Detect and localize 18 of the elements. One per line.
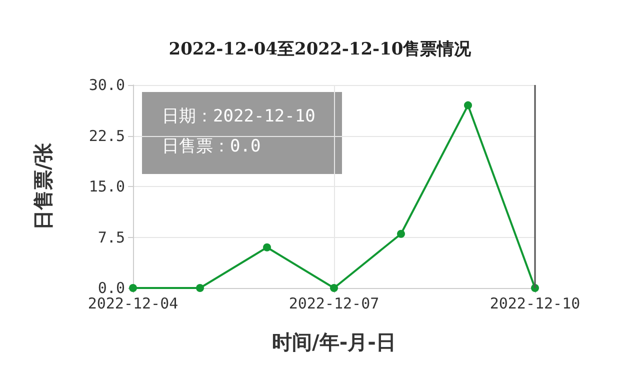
point <box>464 101 472 110</box>
x-tick-label: 2022-12-10 <box>490 294 580 312</box>
y-tick-label: 22.5 <box>88 126 125 145</box>
x-tick-label: 2022-12-04 <box>88 294 178 312</box>
x-axis-title: 时间/年-月-日 <box>272 330 396 354</box>
y-tick-label: 30.0 <box>88 76 125 94</box>
x-tick-label: 2022-12-07 <box>288 294 380 312</box>
y-tick-label: 7.5 <box>98 228 125 246</box>
y-tick-label: 15.0 <box>88 178 125 196</box>
point <box>397 230 405 238</box>
point <box>196 284 204 292</box>
point <box>330 284 338 292</box>
annotation: 日售票：0.0 <box>162 136 261 156</box>
point <box>263 243 271 252</box>
annotation: 日期：2022-12-10 <box>162 106 316 126</box>
y-tick-label: 0.0 <box>98 279 125 297</box>
y-axis-title: 日售票/张 <box>31 142 55 230</box>
chart-title: 2022-12-04至2022-12-10售票情况 <box>168 40 472 60</box>
